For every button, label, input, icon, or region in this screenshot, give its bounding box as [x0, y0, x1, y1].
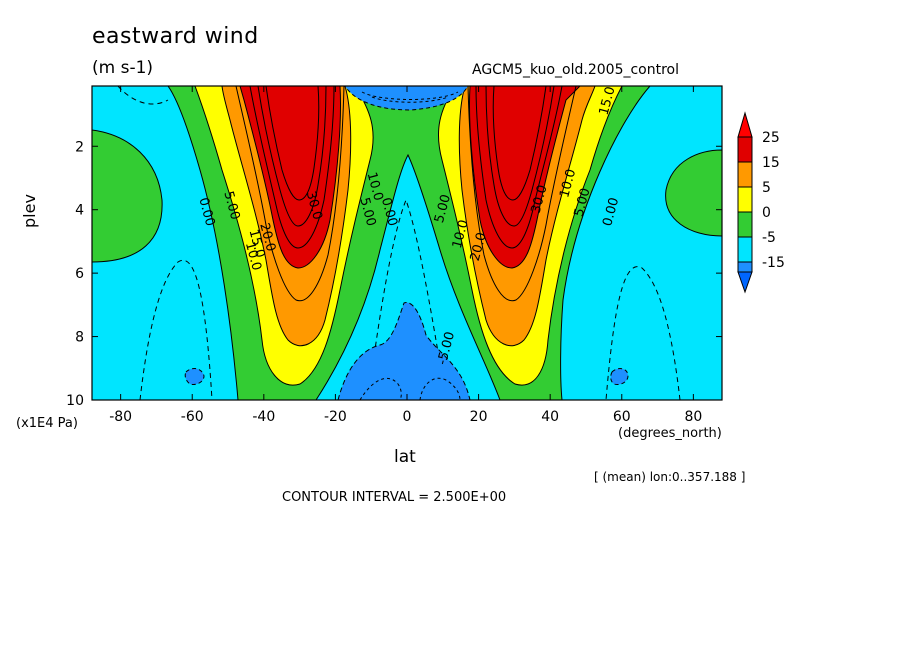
colorbar: 25 15 5 0 -5 -15	[737, 111, 785, 294]
x-tick-label-2: -40	[252, 409, 275, 425]
band-blue	[337, 302, 471, 400]
negative-contour-line	[359, 378, 402, 400]
negative-contour-line	[139, 259, 213, 400]
negative-contours	[359, 91, 461, 400]
colorbar-top-arrow	[737, 111, 753, 138]
contour-label-0: 0.00	[195, 196, 217, 228]
band-blue	[184, 368, 205, 385]
jet-contour-line	[467, 86, 577, 302]
band-blue	[344, 86, 469, 111]
contour-label-7: 0.00	[378, 196, 400, 228]
colorbar-swatch	[737, 236, 753, 263]
x-tick-label-1: -60	[181, 409, 204, 425]
jet-contour-line	[257, 86, 327, 227]
contour-label-12: 30.0	[529, 183, 551, 215]
y-tick-label-3: 8	[75, 330, 84, 346]
colorbar-swatch	[737, 211, 753, 238]
axis-ticks: -80 -60 -40 -20 0 20 40 60 80 2 4 6 8 10	[66, 86, 722, 425]
jet-contour-line	[235, 86, 345, 302]
y-tick-label-1: 4	[75, 203, 84, 219]
jet-contour-line	[492, 86, 547, 201]
colorbar-label-3: 0	[762, 205, 771, 221]
x-tick-label-0: -80	[109, 409, 132, 425]
colorbar-swatch	[737, 261, 753, 273]
colorbar-swatch	[737, 161, 753, 188]
contour-label-3: 15.0	[245, 228, 267, 260]
contour-label-10: 10.0	[450, 218, 472, 250]
colorbar-label-5: -15	[762, 255, 785, 271]
contour-label-14: 5.00	[572, 187, 594, 219]
contour-label-15: 0.00	[600, 196, 622, 228]
chart-units: (m s-1)	[92, 58, 154, 78]
x-tick-label-8: 80	[684, 409, 702, 425]
contour-label-8: 10.0	[364, 171, 386, 203]
contour-label-11: 20.0	[468, 231, 490, 263]
contour-label-17: 15.0	[597, 85, 619, 117]
contour-label-9: 5.00	[432, 193, 454, 225]
jet-contour-line	[485, 86, 555, 227]
x-tick-label-5: 20	[470, 409, 488, 425]
x-tick-label-4: 0	[403, 409, 412, 425]
negative-contours	[117, 86, 681, 400]
y-tick-label-4: 10	[66, 393, 84, 409]
band-red	[239, 86, 342, 269]
colorbar-label-2: 5	[762, 180, 771, 196]
averaging-note: [ (mean) lon:0..357.188 ]	[594, 470, 746, 484]
dataset-name: AGCM5_kuo_old.2005_control	[472, 62, 680, 78]
colorbar-label-1: 15	[762, 155, 780, 171]
jet-contour-line	[475, 86, 563, 249]
jet-contour-line	[265, 86, 320, 201]
x-axis-unit: (degrees_north)	[618, 426, 722, 441]
negative-contour-line	[605, 266, 681, 400]
colorbar-label-4: -5	[762, 230, 776, 246]
jet-contours	[235, 86, 577, 302]
contour-interval: CONTOUR INTERVAL = 2.500E+00	[282, 490, 507, 505]
x-tick-label-3: -20	[324, 409, 347, 425]
chart-title: eastward wind	[92, 24, 259, 49]
y-tick-label-2: 6	[75, 266, 84, 282]
negative-contour-line	[371, 96, 449, 103]
x-tick-label-6: 40	[541, 409, 559, 425]
negative-contour-line	[419, 377, 461, 400]
colorbar-label-0: 25	[762, 130, 780, 146]
jet-contour-line	[249, 86, 335, 249]
band-blue	[610, 368, 629, 385]
contour-label-1: 5.00	[220, 190, 242, 222]
y-axis-unit: (x1E4 Pa)	[16, 416, 78, 431]
band-green-right-cell	[665, 149, 722, 237]
band-green-left-cell	[92, 129, 163, 263]
colorbar-labels: 25 15 5 0 -5 -15	[762, 130, 785, 271]
contour-label-5: 30.0	[303, 190, 325, 222]
colorbar-bottom-arrow	[737, 271, 753, 294]
colorbar-swatch	[737, 136, 753, 163]
contour-label-6: 5.00	[356, 196, 378, 228]
contour-label-4: 20.0	[256, 221, 278, 253]
negative-contour-line	[117, 86, 169, 105]
x-tick-label-7: 60	[613, 409, 631, 425]
contour-field	[92, 86, 722, 400]
colorbar-swatch	[737, 186, 753, 213]
x-axis-label: lat	[394, 447, 416, 467]
contour-label-2: 10.0	[242, 240, 264, 272]
negative-contour-line	[361, 91, 459, 100]
y-tick-label-0: 2	[75, 139, 84, 155]
negative-contour-line	[367, 198, 447, 400]
contour-label-13: 10.0	[557, 167, 579, 199]
